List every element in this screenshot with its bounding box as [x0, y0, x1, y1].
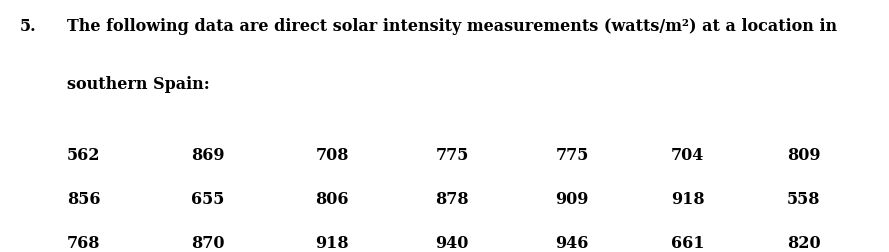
- Text: 869: 869: [191, 146, 225, 163]
- Text: 856: 856: [67, 190, 100, 207]
- Text: 562: 562: [67, 146, 100, 163]
- Text: southern Spain:: southern Spain:: [67, 76, 210, 92]
- Text: 5.: 5.: [20, 18, 36, 35]
- Text: 820: 820: [787, 234, 821, 251]
- Text: 661: 661: [671, 234, 705, 251]
- Text: 775: 775: [436, 146, 469, 163]
- Text: 918: 918: [316, 234, 349, 251]
- Text: 909: 909: [556, 190, 589, 207]
- Text: 704: 704: [671, 146, 705, 163]
- Text: 940: 940: [436, 234, 469, 251]
- Text: 918: 918: [671, 190, 705, 207]
- Text: 558: 558: [787, 190, 821, 207]
- Text: 806: 806: [316, 190, 349, 207]
- Text: 809: 809: [787, 146, 821, 163]
- Text: 768: 768: [67, 234, 100, 251]
- Text: 708: 708: [316, 146, 349, 163]
- Text: 870: 870: [191, 234, 225, 251]
- Text: 946: 946: [556, 234, 589, 251]
- Text: 655: 655: [191, 190, 225, 207]
- Text: 878: 878: [436, 190, 469, 207]
- Text: The following data are direct solar intensity measurements (watts/m²) at a locat: The following data are direct solar inte…: [67, 18, 837, 35]
- Text: 775: 775: [556, 146, 589, 163]
